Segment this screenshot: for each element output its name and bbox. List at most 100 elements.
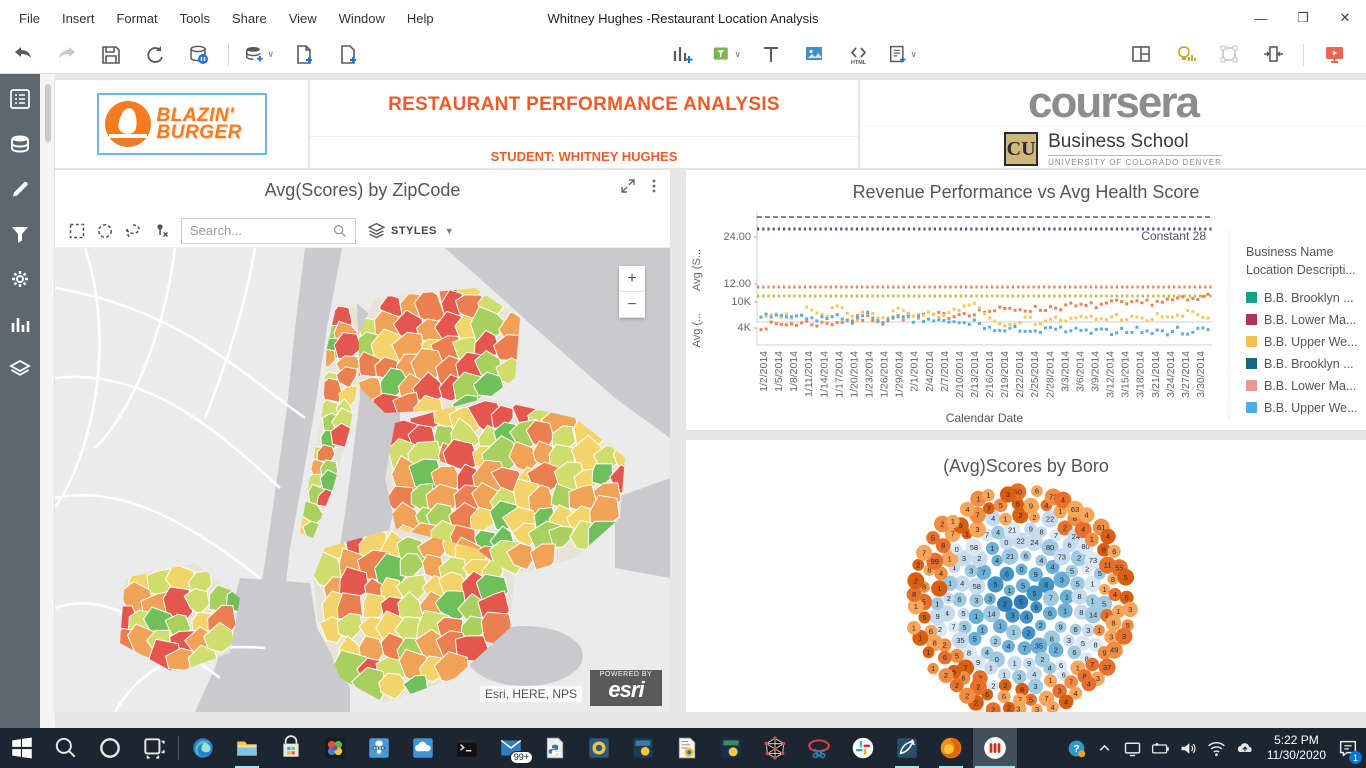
- taskbar-search-icon[interactable]: [44, 728, 88, 768]
- group-icon[interactable]: [1214, 42, 1244, 68]
- taskbar-task-view-icon[interactable]: [132, 728, 176, 768]
- taskbar-mail-icon[interactable]: 99+: [489, 728, 533, 768]
- scores-by-boro-bubble-chart[interactable]: (Avg)Scores by Boro555643210987622111435…: [686, 440, 1366, 712]
- taskbar-terminal-icon[interactable]: [445, 728, 489, 768]
- svg-text:1: 1: [1007, 586, 1011, 595]
- taskbar-slack-icon[interactable]: [841, 728, 885, 768]
- fit-width-icon[interactable]: [1258, 42, 1288, 68]
- add-page-2-icon[interactable]: [332, 42, 362, 68]
- menu-help[interactable]: Help: [398, 7, 443, 30]
- legend-swatch[interactable]: [1246, 402, 1257, 413]
- save-icon[interactable]: [95, 42, 125, 68]
- nyc-choropleth-map[interactable]: [55, 248, 670, 712]
- taskbar-store-icon[interactable]: [269, 728, 313, 768]
- sidebar-settings-icon[interactable]: [9, 268, 31, 290]
- close-button[interactable]: ✕: [1324, 0, 1366, 36]
- zoom-out-button[interactable]: −: [619, 292, 645, 318]
- expand-icon[interactable]: [620, 178, 636, 194]
- svg-text:4: 4: [1106, 532, 1110, 541]
- taskbar-microstrategy-icon[interactable]: [973, 728, 1017, 768]
- taskbar-cortana-icon[interactable]: [88, 728, 132, 768]
- map-body[interactable]: + − Esri, HERE, NPS POWERED BY esri: [55, 248, 670, 712]
- layout-icon[interactable]: [1126, 42, 1156, 68]
- onedrive-icon[interactable]: [1233, 728, 1257, 768]
- present-icon[interactable]: [1319, 42, 1349, 68]
- svg-text:4: 4: [1032, 670, 1036, 679]
- sidebar-filter-icon[interactable]: [9, 223, 31, 245]
- insert-html-icon[interactable]: HTML: [843, 42, 873, 68]
- taskbar-file-explorer-icon[interactable]: [225, 728, 269, 768]
- taskbar-firefox-icon[interactable]: [929, 728, 973, 768]
- menu-tools[interactable]: Tools: [171, 7, 219, 30]
- taskbar-edge-icon[interactable]: [181, 728, 225, 768]
- svg-text:4: 4: [1051, 563, 1055, 572]
- add-data-icon[interactable]: ∨: [244, 42, 274, 68]
- svg-text:5: 5: [961, 609, 965, 618]
- taskbar-password-manager-icon[interactable]: [357, 728, 401, 768]
- sidebar-contents-icon[interactable]: [9, 88, 31, 110]
- taskbar-snipping-tool-icon[interactable]: [797, 728, 841, 768]
- map-search-input[interactable]: Search...: [181, 218, 356, 244]
- taskbar-mysql-workbench-icon[interactable]: [885, 728, 929, 768]
- add-page-icon[interactable]: [288, 42, 318, 68]
- menu-window[interactable]: Window: [330, 7, 394, 30]
- menu-format[interactable]: Format: [107, 7, 166, 30]
- rectangle-select-icon[interactable]: [69, 223, 85, 239]
- taskbar-python-editor-icon[interactable]: [577, 728, 621, 768]
- sidebar-edit-icon[interactable]: [9, 178, 31, 200]
- battery-icon[interactable]: [1149, 728, 1173, 768]
- circle-select-icon[interactable]: [97, 223, 113, 239]
- taskbar-python-file-icon[interactable]: [533, 728, 577, 768]
- kebab-menu-icon[interactable]: [646, 178, 662, 194]
- taskbar-python-file-2-icon[interactable]: [665, 728, 709, 768]
- revenue-vs-health-chart[interactable]: Revenue Performance vs Avg Health ScoreC…: [686, 170, 1366, 430]
- lasso-select-icon[interactable]: [125, 223, 141, 239]
- insights-icon[interactable]: [1170, 42, 1200, 68]
- taskbar-python-console-2-icon[interactable]: [709, 728, 753, 768]
- svg-text:7: 7: [987, 504, 991, 513]
- speaker-icon[interactable]: [1177, 728, 1201, 768]
- sidebar-layers-icon[interactable]: [9, 358, 31, 380]
- styles-dropdown[interactable]: STYLES ▼: [368, 222, 454, 239]
- tray-help-icon[interactable]: ?: [1065, 728, 1089, 768]
- zoom-in-button[interactable]: +: [619, 266, 645, 292]
- wifi-icon[interactable]: [1205, 728, 1229, 768]
- undo-icon[interactable]: [7, 42, 37, 68]
- legend-swatch[interactable]: [1246, 336, 1257, 347]
- restore-button[interactable]: ❐: [1282, 0, 1324, 36]
- clear-pins-icon[interactable]: [153, 223, 169, 239]
- insert-panel-icon[interactable]: ∨: [887, 42, 917, 68]
- taskbar-clock[interactable]: 5:22 PM11/30/2020: [1261, 733, 1332, 763]
- taskbar-start-icon[interactable]: [0, 728, 44, 768]
- menu-share[interactable]: Share: [223, 7, 276, 30]
- legend-swatch[interactable]: [1246, 358, 1257, 369]
- svg-text:6: 6: [929, 627, 933, 636]
- scrollbar-thumb[interactable]: [45, 84, 51, 142]
- legend-swatch[interactable]: [1246, 314, 1257, 325]
- menu-insert[interactable]: Insert: [53, 7, 104, 30]
- svg-text:B.B. Brooklyn ...: B.B. Brooklyn ...: [1264, 291, 1354, 305]
- pause-data-icon[interactable]: [183, 42, 213, 68]
- insert-text-icon[interactable]: [755, 42, 785, 68]
- menu-view[interactable]: View: [280, 7, 326, 30]
- insert-image-icon[interactable]: [799, 42, 829, 68]
- taskbar-photos-icon[interactable]: [313, 728, 357, 768]
- insert-filter-icon[interactable]: ∨: [711, 42, 741, 68]
- notifications-icon[interactable]: 1: [1336, 728, 1360, 768]
- taskbar-network-graph-icon[interactable]: [753, 728, 797, 768]
- legend-swatch[interactable]: [1246, 380, 1257, 391]
- legend-swatch[interactable]: [1246, 292, 1257, 303]
- menu-file[interactable]: File: [10, 7, 49, 30]
- connect-display-icon[interactable]: [1121, 728, 1145, 768]
- blazin-burger-logo[interactable]: BLAZIN' BURGER: [97, 93, 267, 155]
- sidebar-datasets-icon[interactable]: [9, 133, 31, 155]
- chevron-up-icon[interactable]: [1093, 728, 1117, 768]
- sidebar-visualizations-icon[interactable]: [9, 313, 31, 335]
- taskbar-python-console-icon[interactable]: [621, 728, 665, 768]
- minimize-button[interactable]: —: [1240, 0, 1282, 36]
- insert-visualization-icon[interactable]: [667, 42, 697, 68]
- svg-text:7: 7: [1049, 594, 1053, 603]
- refresh-icon[interactable]: [139, 42, 169, 68]
- redo-icon[interactable]: [51, 42, 81, 68]
- taskbar-cloud-drive-icon[interactable]: [401, 728, 445, 768]
